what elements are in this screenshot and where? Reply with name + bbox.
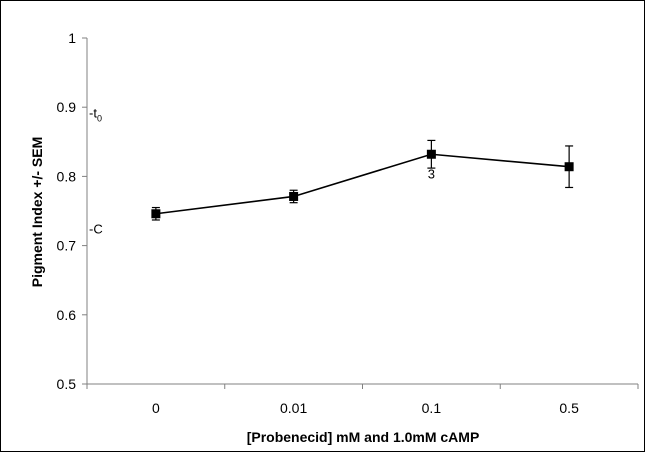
y-tick-label: 0.8 xyxy=(57,168,77,184)
data-point-marker xyxy=(289,191,299,201)
annotation-control: -C xyxy=(89,221,103,236)
data-point-marker xyxy=(564,162,574,172)
y-tick-label: 0.5 xyxy=(57,376,77,392)
y-axis: 0.5 0.6 0.7 0.8 0.9 1 xyxy=(57,30,88,392)
data-point-marker xyxy=(151,209,161,219)
x-tick-label: 0.01 xyxy=(280,400,307,416)
x-tick-label: 0.5 xyxy=(559,400,579,416)
y-tick-label: 1 xyxy=(68,30,76,46)
y-tick-label: 0.7 xyxy=(57,238,77,254)
x-tick-label: 0.1 xyxy=(422,400,442,416)
x-axis-title: [Probenecid] mM and 1.0mM cAMP xyxy=(247,429,480,445)
series-line xyxy=(155,153,570,215)
y-tick-label: 0.6 xyxy=(57,307,77,323)
annotation-n-label: 3 xyxy=(428,166,435,181)
annotation-layer: -t0 -C 3 xyxy=(89,106,435,237)
y-tick-label: 0.9 xyxy=(57,99,77,115)
y-axis-title: Pigment Index +/- SEM xyxy=(29,137,45,288)
x-tick-label: 0 xyxy=(152,400,160,416)
series-layer xyxy=(151,139,574,221)
annotation-t0: -t0 xyxy=(89,106,102,124)
data-point-marker xyxy=(426,149,436,159)
x-axis: 0 0.01 0.1 0.5 xyxy=(86,383,639,416)
